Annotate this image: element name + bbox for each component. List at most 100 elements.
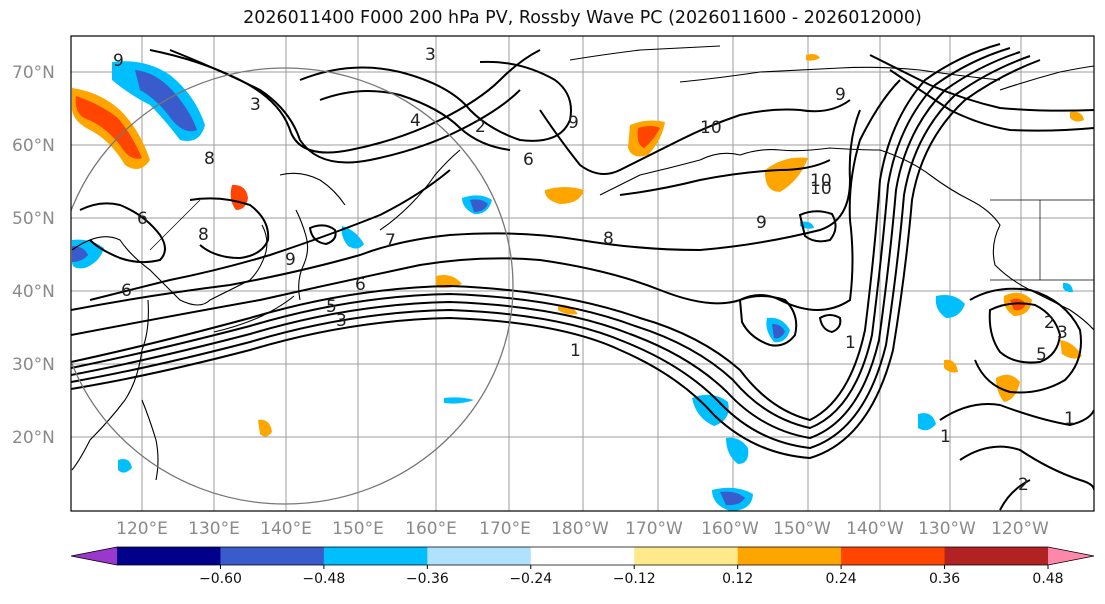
- pv-anomaly-patches: [72, 54, 1084, 511]
- anomaly-patch: [944, 359, 958, 373]
- pv-contour: [619, 159, 831, 196]
- contour-label: 8: [198, 225, 209, 245]
- pv-contour: [969, 287, 1082, 394]
- anomaly-patch: [75, 96, 142, 159]
- colorbar-tick-label: −0.24: [509, 571, 552, 587]
- anomaly-patch: [637, 126, 660, 148]
- anomaly-patch: [436, 275, 462, 288]
- anomaly-patch: [1063, 282, 1073, 293]
- colorbar-segment: [117, 547, 221, 565]
- lon-label: 170°E: [479, 519, 531, 539]
- contour-label: 10: [810, 179, 832, 199]
- coastline: [279, 172, 346, 206]
- coastline: [295, 209, 309, 301]
- pv-contour: [79, 202, 166, 264]
- anomaly-patch: [72, 239, 104, 269]
- colorbar-segment: [323, 547, 428, 565]
- colorbar-tick-labels: −0.60 −0.48 −0.36 −0.24 −0.12 0.12 0.24 0.36 0.4…: [199, 571, 1064, 587]
- contour-label: 9: [568, 113, 579, 133]
- coastline: [999, 65, 1094, 91]
- lat-label: 30°N: [12, 355, 55, 375]
- contour-label: 4: [410, 111, 421, 131]
- longitude-labels: 120°E 130°E 140°E 150°E 160°E 170°E 180°…: [116, 519, 1049, 539]
- contour-label: 9: [113, 51, 124, 71]
- pv-contour: [738, 295, 798, 347]
- pv-contour: [988, 302, 1062, 364]
- contour-label: 10: [700, 118, 722, 138]
- contour-labels: 2 3 3 4 6 8 9 9 10 10 8 9 6 8 9 7 6 5 3 …: [113, 45, 1075, 495]
- colorbar-tick-label: 0.36: [929, 571, 960, 587]
- colorbar-segment: [220, 547, 325, 565]
- pv-contour: [71, 43, 1001, 422]
- anomaly-patch: [720, 491, 745, 506]
- lat-label: 70°N: [12, 63, 55, 83]
- contour-label: 2: [1044, 313, 1055, 333]
- latitude-labels: 70°N 60°N 50°N 40°N 30°N 20°N: [12, 63, 55, 448]
- anomaly-patch: [764, 157, 808, 192]
- colorbar-tick-label: −0.36: [406, 571, 449, 587]
- pv-contour: [869, 54, 1094, 112]
- anomaly-patch: [470, 199, 488, 212]
- pv-contour: [189, 197, 270, 260]
- pv-contour: [319, 90, 511, 151]
- anomaly-patch: [1060, 340, 1082, 359]
- colorbar-tick-label: −0.60: [199, 571, 242, 587]
- contour-label: 6: [523, 150, 534, 170]
- contour-label: 3: [425, 45, 436, 65]
- contour-label: 1: [570, 341, 581, 361]
- pv-contour: [798, 210, 837, 243]
- contour-label: 10: [810, 171, 832, 191]
- colorbar-segment: [427, 547, 532, 565]
- colorbar-extend-high: [1048, 547, 1094, 565]
- anomaly-patch: [726, 437, 749, 464]
- colorbar-segment: [634, 547, 739, 565]
- anomaly-patch: [72, 246, 88, 262]
- anomaly-patch: [935, 295, 965, 318]
- lon-label: 150°W: [773, 519, 831, 539]
- coastline: [879, 149, 1094, 331]
- pv-contour: [939, 403, 1094, 427]
- anomaly-patch: [1010, 298, 1026, 311]
- pv-contour: [71, 79, 901, 336]
- coastline: [141, 399, 159, 481]
- colorbar-segment: [944, 547, 1049, 565]
- contour-label: 8: [603, 229, 614, 249]
- lon-label: 130°W: [918, 519, 976, 539]
- contour-label: 7: [385, 231, 396, 251]
- anomaly-patch: [996, 374, 1020, 402]
- coastline: [599, 147, 881, 196]
- lat-label: 50°N: [12, 209, 55, 229]
- anomaly-patch: [341, 226, 364, 249]
- contour-label: 2: [1018, 475, 1029, 495]
- lon-label: 120°W: [991, 519, 1049, 539]
- pv-contour: [71, 47, 1011, 430]
- lon-label: 130°E: [188, 519, 240, 539]
- contour-label: 9: [835, 85, 846, 105]
- lon-label: 140°W: [846, 519, 904, 539]
- lon-label: 140°E: [260, 519, 312, 539]
- lon-label: 160°W: [701, 519, 759, 539]
- colorbar-tick-label: −0.12: [613, 571, 656, 587]
- contour-label: 2: [475, 117, 486, 137]
- pv-contour: [959, 445, 1094, 491]
- pv-contour: [818, 314, 842, 334]
- pv-contour: [89, 169, 451, 301]
- lat-label: 60°N: [12, 136, 55, 156]
- anomaly-patch: [544, 187, 584, 204]
- pv-contour: [889, 69, 1094, 132]
- pv-contour: [999, 479, 1031, 511]
- region-circle: [71, 67, 514, 505]
- contour-label: 1: [1064, 409, 1075, 429]
- pv-contour: [299, 60, 572, 142]
- colorbar-outline: [70, 546, 1095, 566]
- anomaly-patch: [772, 324, 785, 339]
- colorbar-tick-label: 0.48: [1032, 571, 1063, 587]
- contour-label: 3: [1057, 323, 1068, 343]
- contour-label: 9: [756, 213, 767, 233]
- map-border: [70, 35, 1095, 512]
- colorbar-segment: [841, 547, 946, 565]
- contour-label: 6: [121, 281, 132, 301]
- contour-label: 9: [285, 250, 296, 270]
- contour-label: 3: [250, 95, 261, 115]
